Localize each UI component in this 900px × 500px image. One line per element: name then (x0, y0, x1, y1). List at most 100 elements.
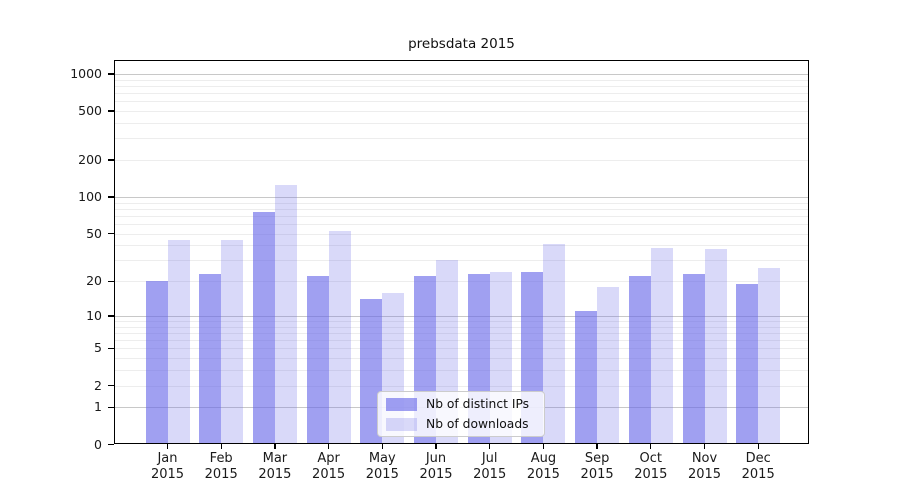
minor-gridline (114, 370, 809, 372)
x-tick-mark (757, 444, 759, 449)
y-tick-label: 100 (78, 189, 102, 204)
x-tick-label: Jan 2015 (150, 451, 185, 482)
bar-downloads (221, 240, 244, 444)
minor-gridline (114, 208, 809, 210)
y-tick-mark (108, 315, 114, 317)
x-tick-label: Sep 2015 (580, 451, 614, 482)
minor-gridline (114, 321, 809, 322)
legend-swatch-downloads (386, 417, 417, 431)
x-tick-mark (166, 444, 169, 449)
x-tick-mark (381, 444, 383, 449)
minor-gridline (114, 160, 809, 162)
x-tick-mark (327, 444, 330, 449)
legend-swatch-distinct-ips (386, 397, 417, 411)
x-tick-mark (220, 444, 222, 449)
bar-downloads (704, 249, 727, 444)
bar-distinct-ips (360, 299, 383, 444)
x-tick-mark (435, 444, 437, 449)
x-tick-label: Apr 2015 (312, 451, 346, 482)
bar-distinct-ips (628, 276, 651, 444)
minor-gridline (114, 79, 809, 81)
y-tick-label: 500 (78, 103, 102, 119)
y-tick-mark (108, 73, 114, 75)
x-tick-label: Jun 2015 (419, 451, 453, 482)
legend-item-downloads: Nb of downloads (386, 416, 536, 433)
minor-gridline (114, 93, 809, 95)
x-tick-label: May 2015 (365, 451, 399, 482)
bar-distinct-ips (575, 311, 598, 444)
bar-distinct-ips (736, 283, 759, 444)
minor-gridline (114, 233, 809, 235)
minor-gridline (114, 260, 809, 262)
minor-gridline (114, 85, 809, 87)
bar-distinct-ips (306, 276, 329, 444)
bar-downloads (597, 286, 620, 444)
minor-gridline (114, 340, 809, 342)
x-tick-label: Nov 2015 (687, 451, 722, 482)
minor-gridline (114, 245, 809, 247)
y-tick-mark (108, 384, 114, 387)
bar-distinct-ips (682, 274, 705, 444)
major-gridline (114, 315, 809, 317)
y-tick-mark (108, 443, 114, 446)
y-tick-mark (108, 110, 114, 112)
bar-distinct-ips (199, 274, 222, 444)
y-tick-label: 0 (94, 436, 102, 452)
y-tick-mark (108, 406, 114, 408)
y-tick-label: 200 (78, 152, 102, 168)
y-tick-mark (108, 347, 114, 350)
bar-downloads (650, 248, 673, 444)
major-gridline (114, 197, 809, 198)
minor-gridline (114, 348, 809, 350)
bar-downloads (758, 267, 781, 444)
legend-item-distinct-ips: Nb of distinct IPs (386, 396, 536, 413)
x-tick-mark (596, 444, 598, 449)
minor-gridline (114, 202, 809, 204)
major-gridline (114, 73, 809, 75)
y-tick-label: 2 (94, 377, 102, 393)
y-tick-label: 1 (94, 399, 102, 415)
bar-downloads (543, 244, 566, 444)
y-tick-label: 50 (86, 225, 102, 241)
y-tick-label: 5 (94, 340, 102, 356)
y-tick-mark (108, 196, 114, 198)
minor-gridline (114, 138, 809, 140)
x-tick-mark (703, 444, 706, 449)
x-tick-mark (542, 444, 545, 449)
legend-label-distinct-ips: Nb of distinct IPs (426, 397, 530, 411)
minor-gridline (114, 385, 809, 387)
minor-gridline (114, 358, 809, 360)
legend: Nb of distinct IPs Nb of downloads (377, 391, 545, 437)
y-tick-mark (108, 232, 114, 235)
minor-gridline (114, 111, 809, 113)
y-tick-label: 1000 (70, 65, 102, 81)
minor-gridline (114, 326, 809, 328)
plot-area (114, 60, 809, 444)
y-tick-mark (108, 159, 114, 161)
minor-gridline (114, 281, 809, 283)
x-tick-mark (650, 444, 652, 449)
x-tick-label: Dec 2015 (741, 451, 775, 482)
x-tick-mark (274, 444, 276, 449)
minor-gridline (114, 123, 809, 124)
bar-downloads (167, 240, 190, 444)
y-tick-label: 20 (86, 273, 102, 289)
x-tick-label: Oct 2015 (634, 451, 668, 482)
chart-title: prebsdata 2015 (408, 36, 515, 52)
minor-gridline (114, 333, 809, 334)
x-tick-mark (489, 444, 491, 449)
bar-downloads (274, 185, 297, 444)
minor-gridline (114, 215, 809, 217)
minor-gridline (114, 224, 809, 225)
x-tick-label: Aug 2015 (526, 451, 560, 482)
y-tick-mark (108, 280, 114, 282)
bar-downloads (328, 230, 351, 444)
x-tick-label: Feb 2015 (204, 451, 238, 482)
x-tick-label: Mar 2015 (258, 451, 292, 482)
bar-distinct-ips (145, 281, 168, 444)
minor-gridline (114, 101, 809, 103)
legend-label-downloads: Nb of downloads (426, 417, 529, 431)
y-tick-label: 10 (86, 307, 102, 323)
x-tick-label: Jul 2015 (473, 451, 507, 482)
